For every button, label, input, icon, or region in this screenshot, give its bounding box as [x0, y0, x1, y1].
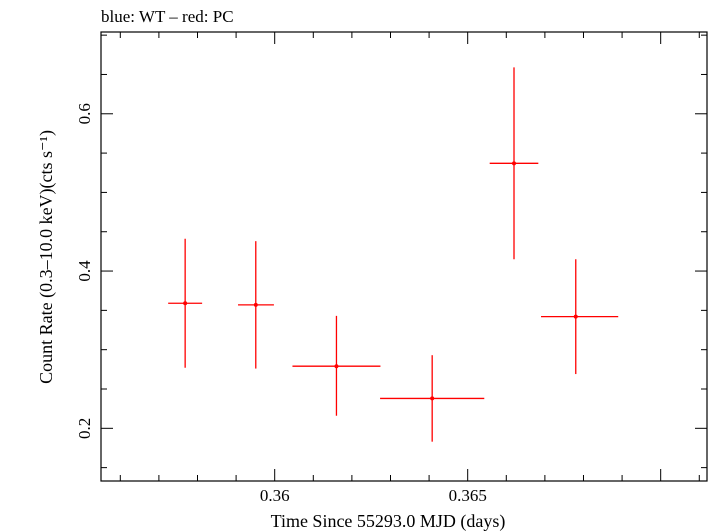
plot-frame	[100, 31, 708, 482]
data-points	[168, 67, 619, 442]
data-point	[573, 314, 578, 319]
axis-ticks: 0.36 0.365 0.2 0.4 0.6	[75, 32, 707, 505]
x-tick-label: 0.36	[260, 486, 290, 505]
data-point	[183, 301, 188, 306]
data-point	[253, 302, 258, 307]
y-axis-label: Count Rate (0.3–10.0 keV)(cts s⁻¹)	[36, 130, 57, 384]
y-tick-label: 0.2	[75, 418, 94, 439]
data-point	[334, 364, 339, 369]
y-tick-label: 0.4	[75, 260, 94, 282]
data-point	[512, 161, 517, 166]
x-tick-label: 0.365	[449, 486, 487, 505]
y-tick-label: 0.6	[75, 103, 94, 124]
chart-title: blue: WT – red: PC	[101, 7, 234, 26]
data-point	[430, 396, 435, 401]
x-axis-label: Time Since 55293.0 MJD (days)	[271, 511, 506, 532]
